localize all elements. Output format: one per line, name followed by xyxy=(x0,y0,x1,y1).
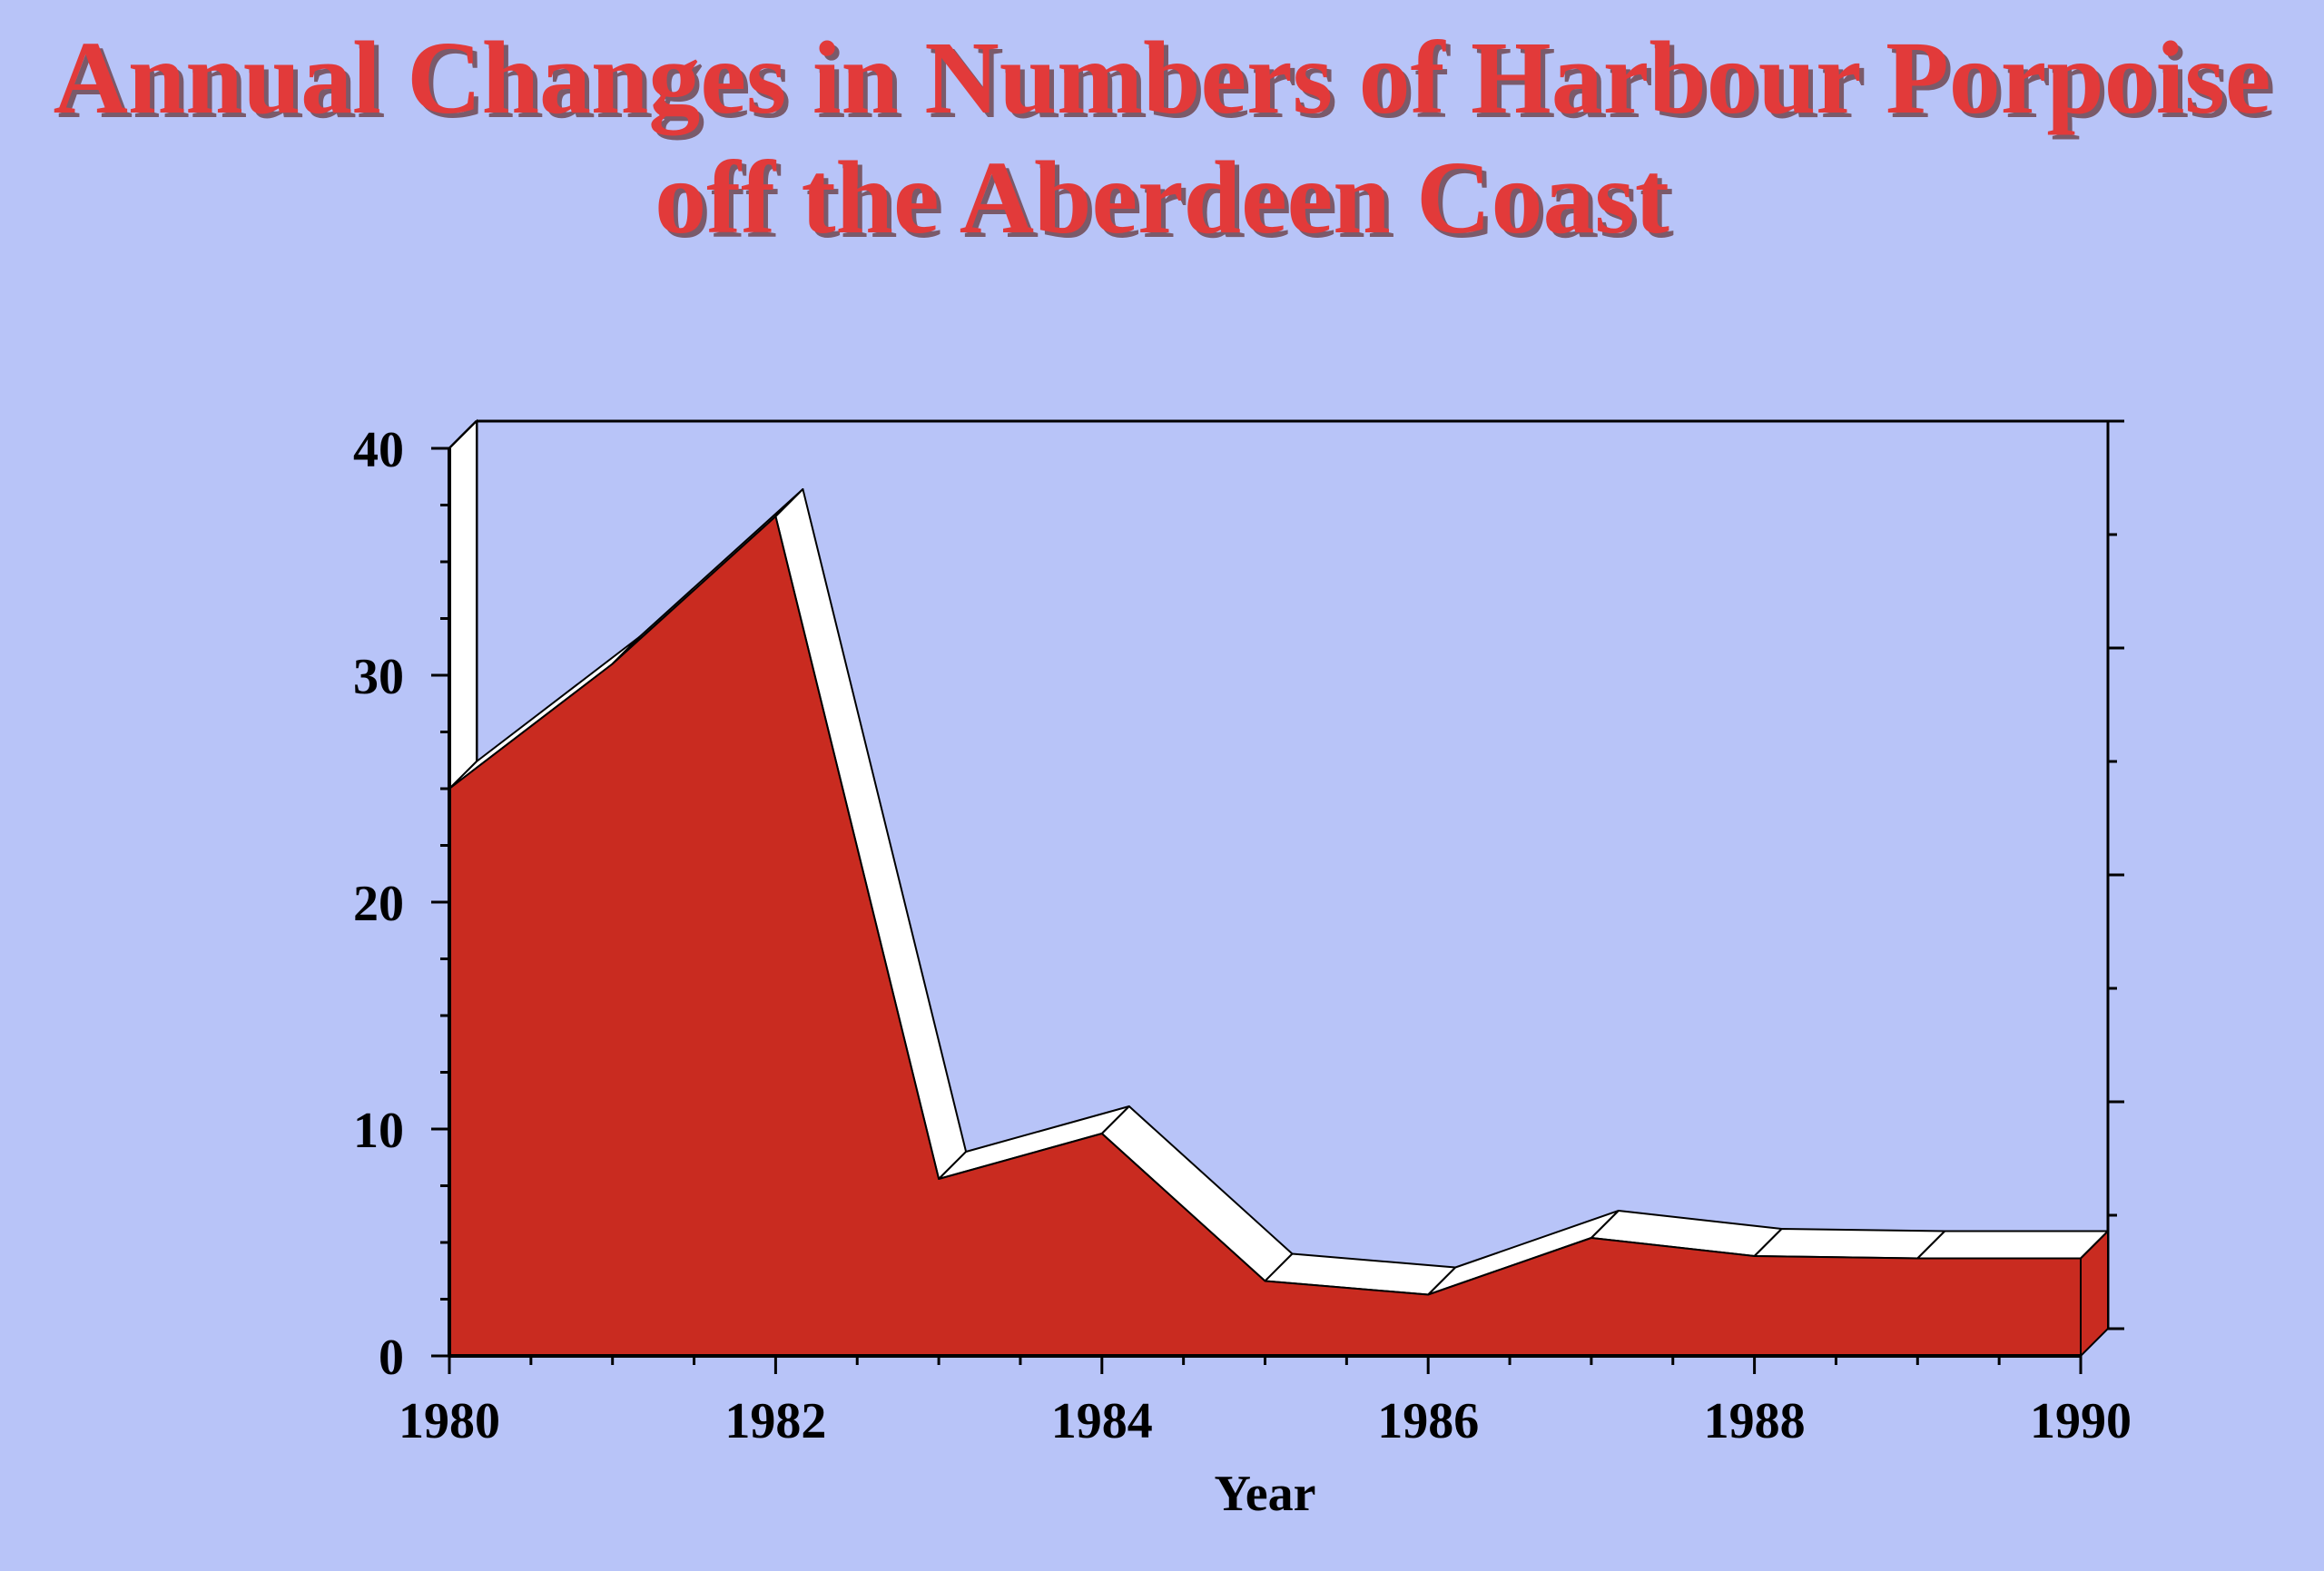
area-front-face xyxy=(448,515,2082,1357)
chart-title-line-2: off the Aberdeen Coast xyxy=(655,140,1669,255)
left-wall-panel xyxy=(448,418,478,791)
y-tick-label: 30 xyxy=(353,649,404,705)
y-tick-label: 40 xyxy=(353,422,404,478)
x-tick-label: 1980 xyxy=(399,1393,500,1449)
x-tick-label: 1986 xyxy=(1377,1393,1479,1449)
y-tick-label: 0 xyxy=(379,1330,404,1386)
chart-title: Annual Changes in Numbers of Harbour Por… xyxy=(0,18,2324,258)
tick-labels: 0 10 20 30 40 1980 1982 1984 1986 1988 1990 Year xyxy=(353,422,2132,1522)
x-tick-label: 1988 xyxy=(1704,1393,1806,1449)
x-tick-label: 1984 xyxy=(1051,1393,1153,1449)
x-axis-title: Year xyxy=(1215,1466,1316,1522)
chart-title-line-1: Annual Changes in Numbers of Harbour Por… xyxy=(53,20,2271,135)
area-series xyxy=(448,488,2109,1359)
x-tick-label: 1982 xyxy=(724,1393,826,1449)
y-tick-label: 10 xyxy=(353,1103,404,1159)
area-top-face xyxy=(1753,1228,1946,1260)
axes xyxy=(431,419,2124,1374)
area-top-face xyxy=(1916,1230,2109,1260)
y-tick-label: 20 xyxy=(353,876,404,932)
x-tick-label: 1990 xyxy=(2030,1393,2132,1449)
